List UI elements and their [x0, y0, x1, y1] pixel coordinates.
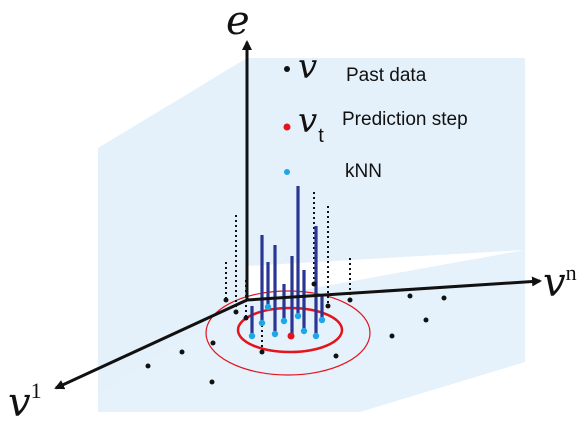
legend-symbol-prediction-sub: t — [318, 125, 324, 147]
outer-neighborhood-circle — [205, 290, 371, 376]
e-axis-label: e — [226, 0, 250, 44]
knn-point — [312, 332, 320, 340]
past-data-point — [325, 303, 331, 309]
legend-dot-knn — [284, 169, 290, 175]
past-data-point — [233, 309, 239, 315]
vn-axis — [246, 276, 542, 302]
ground-plane — [98, 250, 525, 412]
legend-text-past: Past data — [346, 65, 427, 86]
v1-axis-label-base: v — [8, 380, 31, 422]
knn-point — [300, 327, 308, 335]
past-data-point — [441, 295, 447, 301]
past-data-point — [333, 353, 339, 359]
knn-point — [248, 332, 256, 340]
vn-axis-label: vn — [543, 260, 577, 306]
legend-symbol-past: v — [298, 47, 317, 87]
legend-dot-past — [284, 66, 290, 72]
knn-point — [271, 330, 279, 338]
legend-symbol-prediction: vt — [298, 101, 324, 147]
past-data-point — [210, 340, 216, 346]
v1-axis — [54, 298, 248, 390]
past-data-points — [145, 281, 447, 385]
knn-point — [318, 316, 326, 324]
v1-axis-label: v1 — [8, 378, 42, 422]
knn-point — [294, 312, 302, 320]
past-data-point — [243, 315, 249, 321]
knn-points — [248, 303, 326, 340]
legend-symbol-prediction-base: v — [298, 101, 317, 141]
past-data-point — [347, 297, 353, 303]
past-data-point — [179, 349, 185, 355]
past-data-point — [223, 297, 229, 303]
legend-item-past-data: v Past data — [284, 47, 427, 87]
legend-item-knn: kNN — [284, 161, 382, 182]
legend: v Past data vt Prediction step kNN — [283, 47, 468, 182]
past-data-point — [209, 379, 215, 385]
legend-item-prediction: vt Prediction step — [283, 101, 468, 147]
past-data-point — [407, 293, 413, 299]
knn-point — [264, 303, 272, 311]
legend-dot-prediction — [283, 123, 291, 131]
vertical-plane — [247, 58, 525, 266]
legend-text-prediction: Prediction step — [342, 109, 468, 130]
knn-point — [280, 317, 288, 325]
inner-neighborhood-circle — [236, 306, 344, 354]
vn-axis-label-base: v — [543, 260, 566, 306]
past-data-point — [145, 363, 151, 369]
vn-axis-label-sup: n — [566, 260, 577, 285]
legend-text-knn: kNN — [345, 161, 382, 182]
side-plane — [98, 58, 247, 396]
past-data-point — [259, 349, 265, 355]
past-data-point — [423, 317, 429, 323]
v1-axis-label-sup: 1 — [31, 378, 42, 403]
knn-point — [258, 319, 266, 327]
past-data-point — [389, 333, 395, 339]
prediction-point — [287, 332, 295, 340]
past-data-point — [311, 281, 317, 287]
